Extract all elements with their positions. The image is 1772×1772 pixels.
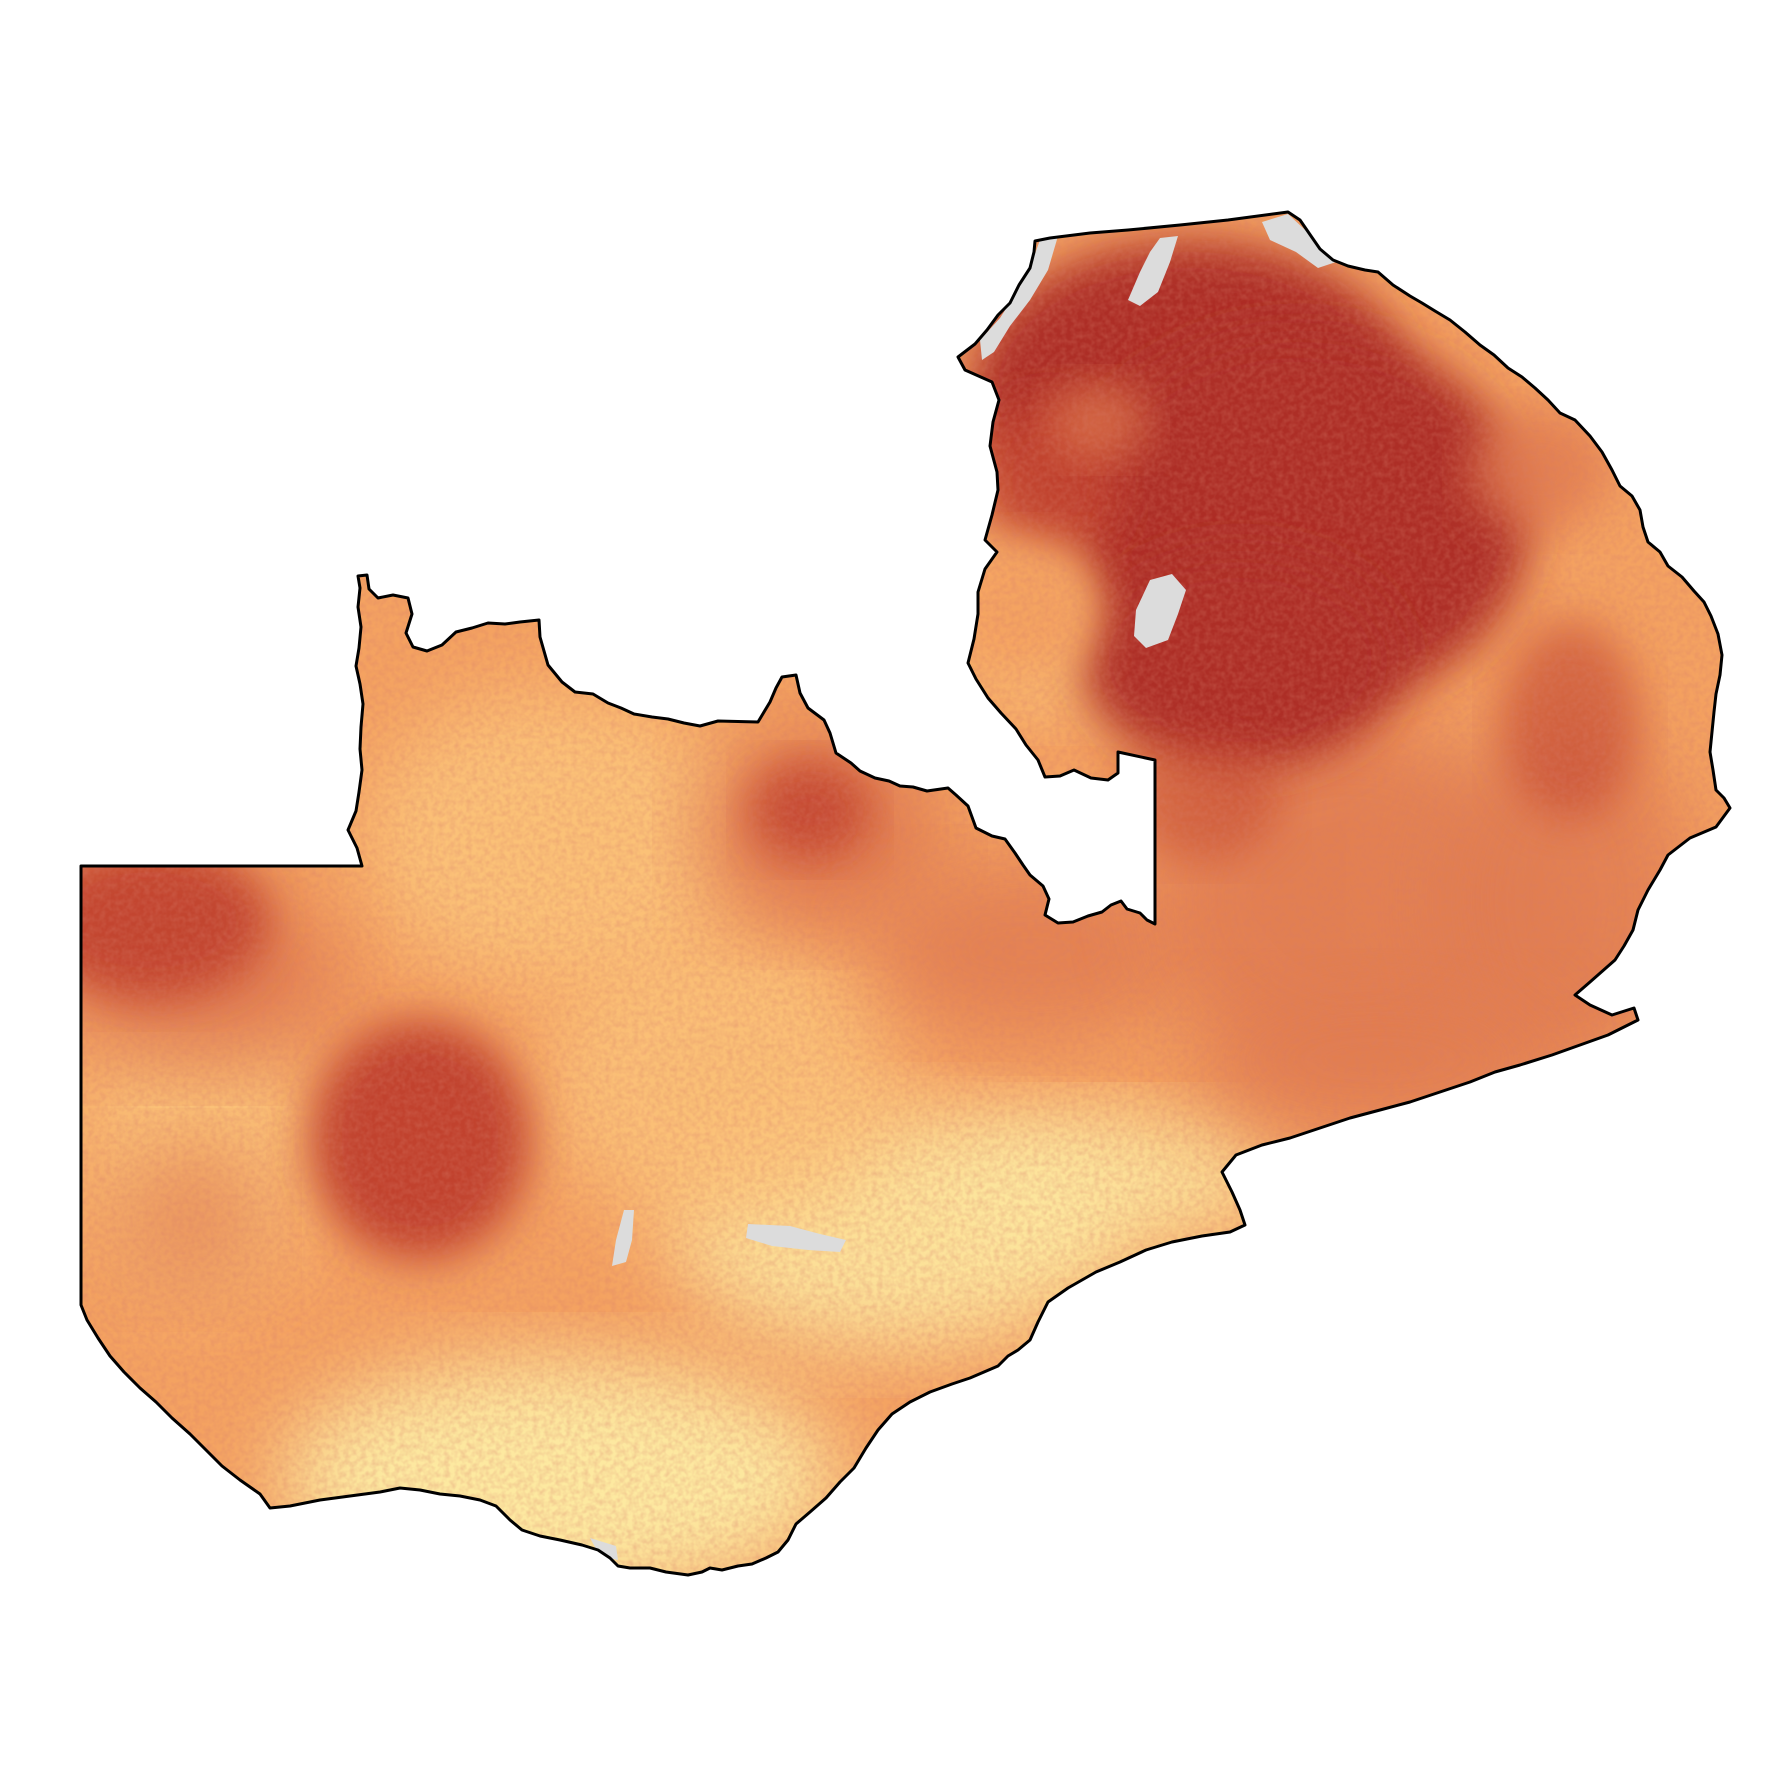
- no-data-patch: [1128, 236, 1178, 306]
- no-data-patch: [1134, 574, 1186, 648]
- no-data-patch: [980, 236, 1058, 360]
- no-data-patch: [612, 1210, 634, 1266]
- no-data-patch: [1262, 214, 1336, 268]
- no-data-patch: [746, 1224, 846, 1252]
- country-boundary: [79, 210, 1732, 1577]
- no-data-patch: [590, 1538, 618, 1560]
